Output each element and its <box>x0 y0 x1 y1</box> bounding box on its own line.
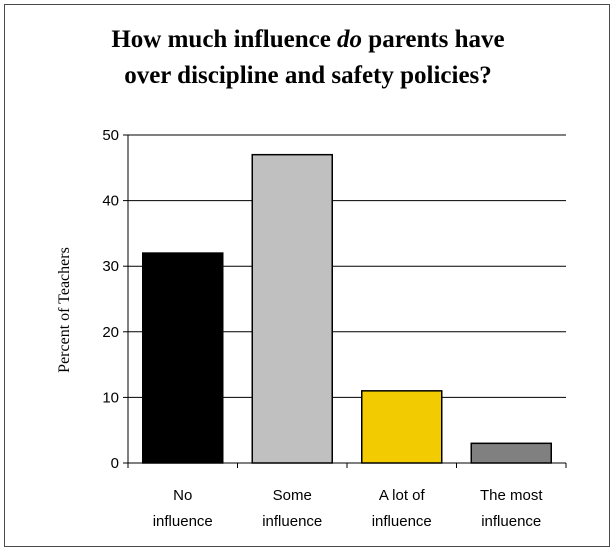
y-tick-label: 10 <box>102 389 119 406</box>
chart-title-part: parents have <box>362 26 505 53</box>
chart-title-part: How much influence <box>111 26 338 53</box>
x-tick-label: influence <box>481 513 541 530</box>
bar <box>470 442 552 464</box>
chart-title: How much influence do parents have over d… <box>0 22 616 94</box>
x-tick-label: The most <box>480 487 543 504</box>
y-tick-label: 30 <box>102 258 119 275</box>
x-tick-label: influence <box>262 513 322 530</box>
x-tick-label: influence <box>153 513 213 530</box>
y-tick-label: 20 <box>102 324 119 341</box>
x-tick-label: No <box>173 487 192 504</box>
x-tick-label: A lot of <box>379 487 426 504</box>
bar <box>361 390 443 464</box>
chart-title-part: do <box>337 26 363 53</box>
y-tick-label: 40 <box>102 193 119 210</box>
y-tick-label: 50 <box>102 127 119 144</box>
chart-title-part: over discipline and safety policies? <box>124 62 492 89</box>
bar <box>142 252 224 464</box>
x-tick-label: influence <box>372 513 432 530</box>
y-tick-label: 0 <box>111 455 119 472</box>
bar <box>251 153 333 464</box>
x-tick-label: Some <box>273 487 312 504</box>
